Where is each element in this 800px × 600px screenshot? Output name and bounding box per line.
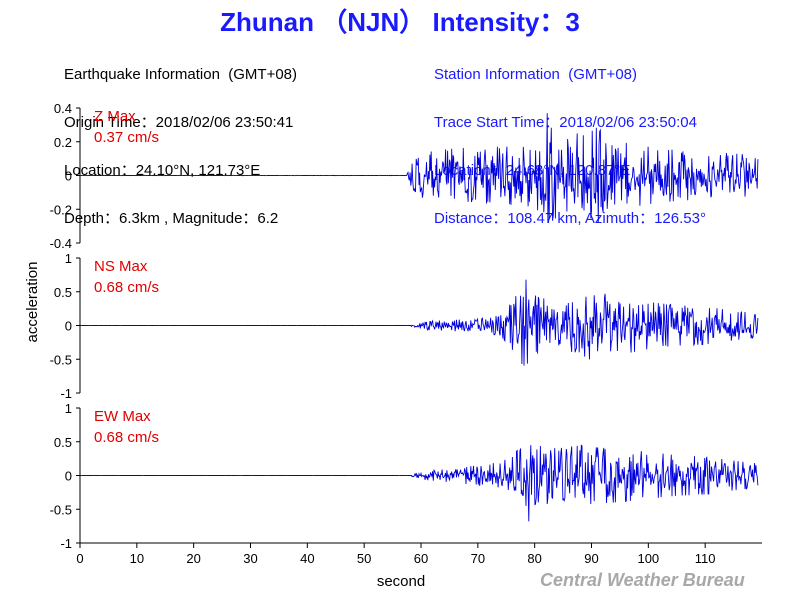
- x-tick-label: 0: [76, 551, 83, 566]
- page-title: Zhunan （NJN） Intensity：3: [220, 7, 580, 37]
- y-tick-label: 1: [65, 251, 72, 266]
- trace-start-time: Trace Start Time：2018/02/06 23:50:04: [434, 114, 697, 131]
- x-tick-label: 60: [414, 551, 428, 566]
- y-tick-label: -0.5: [50, 502, 72, 517]
- max-label-ns: NS Max: [94, 258, 148, 275]
- trace-ns: [80, 279, 759, 366]
- trace-z: [79, 113, 759, 224]
- max-label-z: Z Max: [94, 108, 136, 125]
- epicenter-location: Location：24.10°N, 121.73°E: [64, 162, 261, 179]
- y-tick-label: 0: [65, 469, 72, 484]
- distance-azimuth: Distance：108.47 km, Azimuth：126.53°: [434, 210, 706, 227]
- y-tick-label: 0: [65, 169, 72, 184]
- x-tick-label: 70: [471, 551, 485, 566]
- y-tick-label: -0.5: [50, 352, 72, 367]
- trace-ew: [80, 444, 759, 522]
- depth-magnitude: Depth：6.3km , Magnitude：6.2: [64, 210, 279, 227]
- x-tick-label: 20: [186, 551, 200, 566]
- x-tick-label: 50: [357, 551, 371, 566]
- max-label-ew: EW Max: [94, 408, 151, 425]
- x-tick-label: 90: [584, 551, 598, 566]
- y-tick-label: -0.2: [50, 202, 72, 217]
- max-value-ns: 0.68 cm/s: [94, 279, 159, 296]
- earthquake-info: Earthquake Information (GMT+08) Origin T…: [64, 35, 297, 243]
- x-tick-label: 30: [243, 551, 257, 566]
- station-info-heading: Station Information (GMT+08): [434, 66, 637, 83]
- earthquake-info-heading: Earthquake Information (GMT+08): [64, 66, 298, 83]
- origin-time: Origin Time：2018/02/06 23:50:41: [64, 114, 294, 131]
- y-tick-label: -1: [60, 536, 72, 551]
- x-tick-label: 110: [695, 551, 716, 566]
- x-tick-label: 40: [300, 551, 314, 566]
- x-tick-label: 80: [527, 551, 541, 566]
- y-tick-label: -1: [60, 386, 72, 401]
- y-tick-label: 0.4: [54, 101, 72, 116]
- max-value-ew: 0.68 cm/s: [94, 429, 159, 446]
- y-axis-label: acceleration: [24, 262, 41, 343]
- x-tick-label: 100: [637, 551, 659, 566]
- y-tick-label: 0.5: [54, 285, 72, 300]
- y-tick-label: -0.4: [50, 236, 72, 251]
- x-axis-label: second: [377, 573, 425, 590]
- max-value-z: 0.37 cm/s: [94, 129, 159, 146]
- y-tick-label: 0: [65, 319, 72, 334]
- footer-credit: Central Weather Bureau: [540, 570, 745, 590]
- y-tick-label: 0.2: [54, 135, 72, 150]
- y-tick-label: 1: [65, 401, 72, 416]
- x-tick-label: 10: [130, 551, 144, 566]
- y-tick-label: 0.5: [54, 435, 72, 450]
